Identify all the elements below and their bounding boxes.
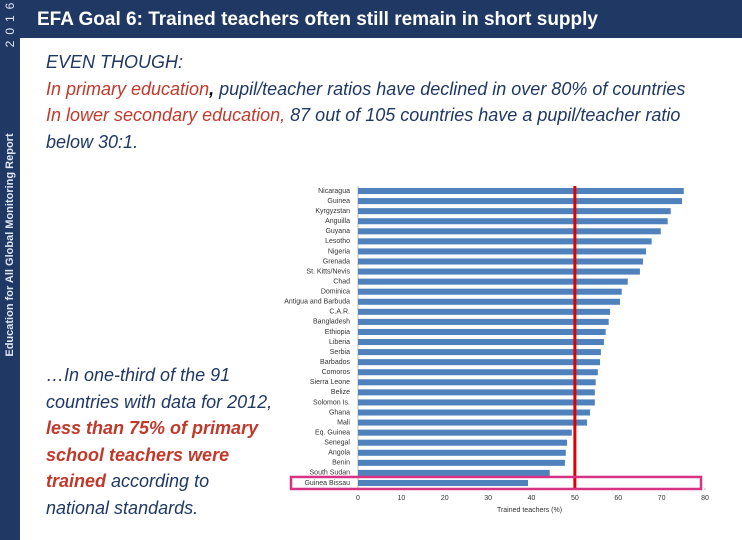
bar: [358, 208, 671, 215]
bar: [358, 198, 683, 205]
bar: [358, 308, 611, 315]
y-tick-label: Angola: [328, 450, 350, 457]
y-tick-label: St. Kitts/Nevis: [306, 268, 350, 275]
bar: [358, 399, 595, 406]
bar: [358, 369, 598, 376]
bar: [358, 188, 684, 195]
y-tick-label: Guinea Bissau: [304, 480, 350, 487]
y-tick-label: Ghana: [329, 409, 350, 416]
x-tick-label: 70: [658, 495, 666, 502]
y-tick-label: Lesotho: [325, 238, 350, 245]
y-tick-label: Ethiopia: [325, 329, 350, 336]
x-tick-label: 0: [356, 495, 360, 502]
point: In primary education, pupil/teacher rati…: [46, 76, 696, 103]
y-tick-label: Belize: [331, 389, 350, 396]
bar: [358, 439, 568, 446]
x-tick-label: 40: [528, 495, 536, 502]
highlight: less than 75% of primary school teachers…: [46, 418, 259, 491]
y-tick-label: Eq. Guinea: [315, 429, 350, 436]
y-tick-label: Chad: [333, 278, 350, 285]
y-tick-label: Sierra Leone: [310, 379, 350, 386]
lead: EVEN THOUGH:: [46, 52, 184, 72]
x-axis-label: Trained teachers (%): [497, 507, 562, 514]
bar: [358, 258, 643, 265]
y-tick-label: Kyrgyzstan: [315, 208, 350, 215]
y-tick-label: Bangladesh: [313, 319, 350, 326]
body-text: EVEN THOUGH: In primary education, pupil…: [46, 49, 696, 155]
x-tick-label: 60: [614, 495, 622, 502]
text: 87 out of 105 countries have a pupil/tea…: [46, 105, 681, 152]
bar: [358, 419, 588, 426]
y-tick-label: Benin: [332, 460, 350, 467]
bar: [358, 379, 596, 386]
bar: [358, 318, 609, 325]
bar: [358, 349, 601, 356]
text: …In one-third of the 91 countries with d…: [46, 365, 273, 412]
bar: [358, 409, 591, 416]
y-tick-label: Anguilla: [325, 218, 350, 225]
bar: [358, 359, 601, 366]
bar: [358, 469, 550, 476]
bar: [358, 459, 565, 466]
note: …In one-third of the 91 countries with d…: [46, 362, 274, 521]
x-tick-label: 30: [484, 495, 492, 502]
highlight-box: [289, 475, 703, 491]
y-tick-label: Solomon Is.: [313, 399, 350, 406]
sidebar: 2016 Education for All Global Monitoring…: [0, 0, 20, 540]
text: according to national standards.: [46, 471, 210, 518]
bar: [358, 449, 566, 456]
highlight: In primary education: [46, 78, 210, 99]
y-tick-label: Senegal: [324, 440, 350, 447]
y-tick-label: Nigeria: [328, 248, 350, 255]
y-tick-label: Barbados: [320, 359, 350, 366]
bar: [358, 479, 529, 486]
x-tick-label: 10: [397, 495, 405, 502]
y-tick-label: Dominica: [321, 289, 350, 296]
y-tick-label: Guinea: [327, 198, 350, 205]
highlight: In lower secondary education,: [46, 105, 286, 125]
y-tick-label: Nicaragua: [318, 188, 350, 195]
y-tick-label: C.A.R.: [329, 309, 350, 316]
y-tick-label: Grenada: [323, 258, 350, 265]
y-tick-label: Antigua and Barbuda: [284, 299, 350, 306]
bar: [358, 268, 640, 275]
bar: [358, 389, 595, 396]
title-bar: EFA Goal 6: Trained teachers often still…: [20, 0, 742, 38]
y-tick-label: Liberia: [329, 339, 350, 346]
x-tick-label: 50: [571, 495, 579, 502]
bar: [358, 429, 572, 436]
text: pupil/teacher ratios have declined in ov…: [214, 78, 686, 99]
bar: [358, 218, 668, 225]
bar: [358, 328, 606, 335]
bar: [358, 288, 622, 295]
bar: [358, 248, 647, 255]
bar: [358, 278, 628, 285]
y-tick-label: Serbia: [330, 349, 350, 356]
y-tick-label: Mali: [337, 419, 350, 426]
y-tick-label: South Sudan: [310, 470, 351, 477]
bar: [358, 298, 620, 305]
text: ,: [209, 78, 215, 99]
x-tick-label: 80: [701, 495, 709, 502]
bar: [358, 228, 661, 235]
y-tick-label: Comoros: [322, 369, 351, 376]
bar: [358, 238, 652, 245]
y-tick-label: Guyana: [325, 228, 350, 235]
bar: [358, 339, 604, 346]
x-tick-label: 20: [441, 495, 449, 502]
slide-title: EFA Goal 6: Trained teachers often still…: [37, 9, 598, 30]
point: In lower secondary education, 87 out of …: [46, 102, 696, 155]
